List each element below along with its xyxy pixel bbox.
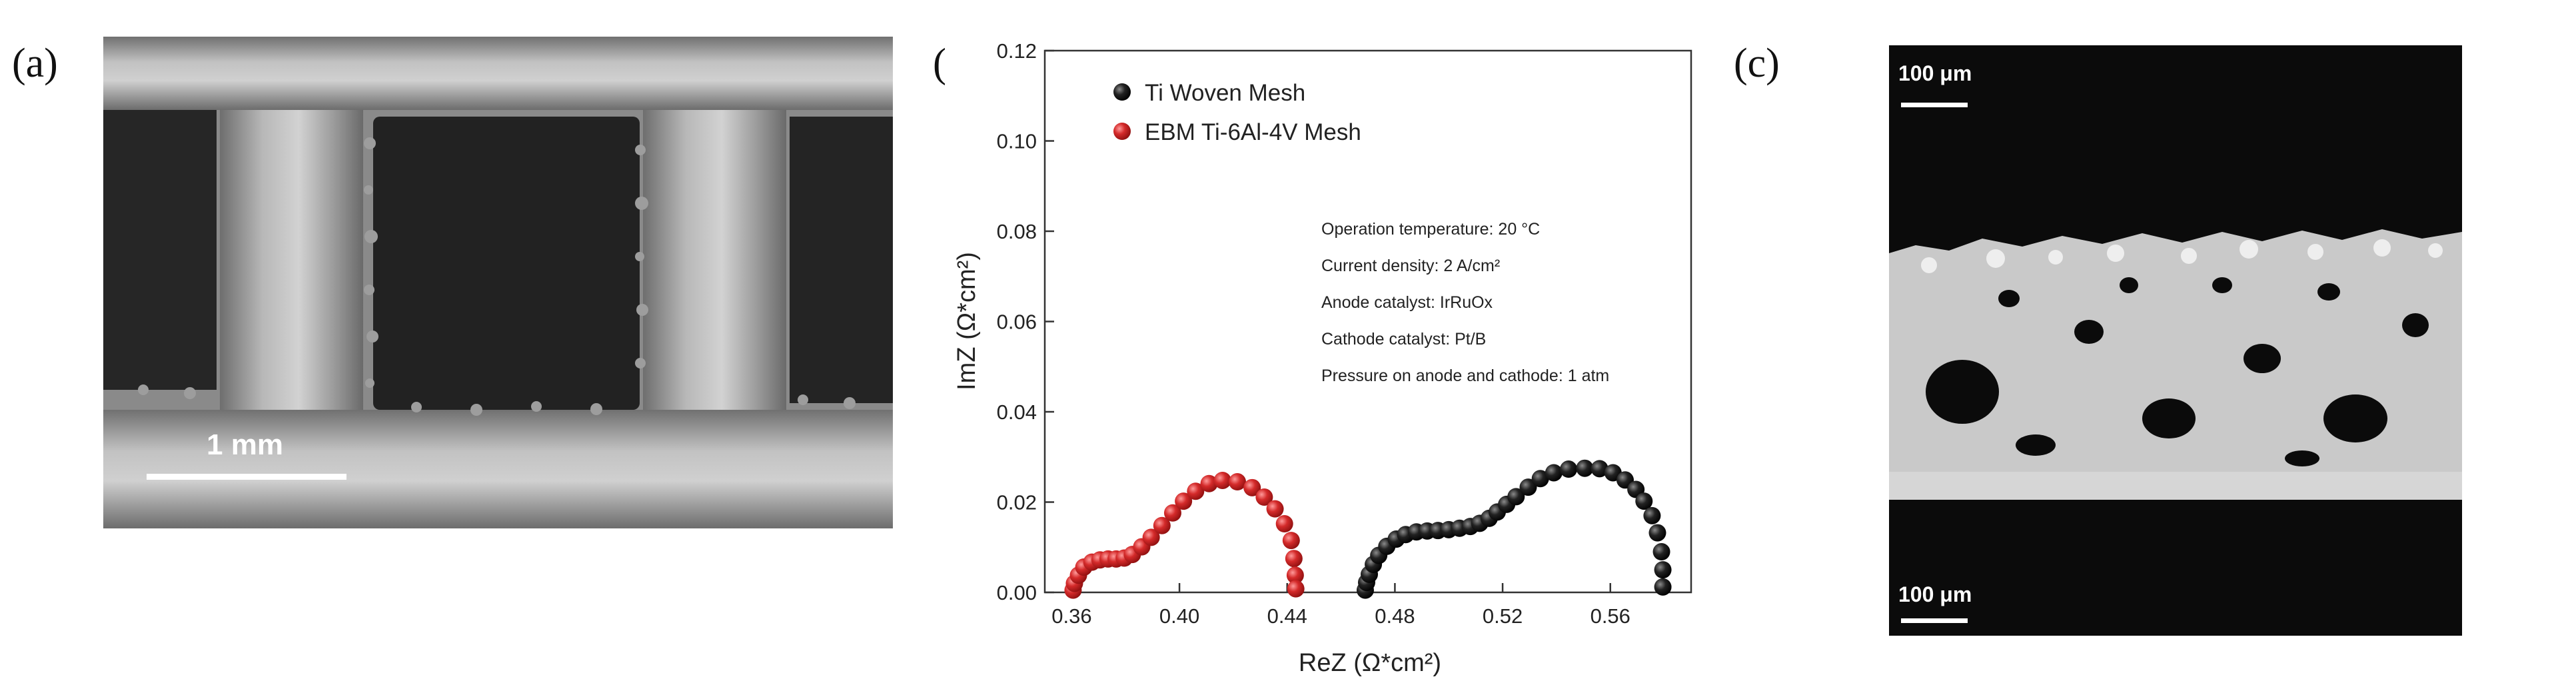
legend-marker-ebm-mesh <box>1113 123 1131 140</box>
annotation-pressure: Pressure on anode and cathode: 1 atm <box>1321 366 1609 385</box>
x-tick-label: 0.56 <box>1591 604 1630 628</box>
y-tick-label: 0.08 <box>997 220 1037 243</box>
data-point-ti-woven-mesh <box>1654 578 1672 596</box>
data-point-ebm-ti-6al-4v-mesh <box>1282 532 1300 550</box>
data-point-ti-woven-mesh <box>1654 561 1672 579</box>
y-tick-label: 0.12 <box>997 39 1037 63</box>
data-point-ebm-ti-6al-4v-mesh <box>1163 504 1181 522</box>
data-point-ebm-ti-6al-4v-mesh <box>1153 516 1171 534</box>
data-point-ti-woven-mesh <box>1576 459 1594 477</box>
data-point-ti-woven-mesh <box>1507 488 1525 506</box>
nyquist-chart-svg: 0.36 0.40 0.44 0.48 0.52 0.56 0.00 0.02 0.04 0.06… <box>953 39 1692 677</box>
sem-image-woven-mesh: 1 mm <box>103 37 893 528</box>
y-axis-title: ImZ (Ω*cm²) <box>953 252 981 390</box>
x-tick-label: 0.48 <box>1375 604 1415 628</box>
scale-label-c-top: 100 μm <box>1898 61 1972 85</box>
data-point-ti-woven-mesh <box>1635 492 1653 510</box>
data-point-ebm-ti-6al-4v-mesh <box>1285 550 1303 568</box>
data-point-ebm-ti-6al-4v-mesh <box>1200 474 1218 492</box>
scale-bar-c-bottom <box>1901 618 1968 623</box>
panel-label-c: (c) <box>1734 41 1780 86</box>
plot-frame <box>1043 49 1692 594</box>
data-point-ebm-ti-6al-4v-mesh <box>1275 515 1293 533</box>
x-axis-title: ReZ (Ω*cm²) <box>1299 649 1441 677</box>
annotation-cathode-catalyst: Cathode catalyst: Pt/B <box>1321 330 1486 348</box>
y-tick-label: 0.04 <box>997 400 1037 424</box>
data-point-ti-woven-mesh <box>1519 478 1537 496</box>
legend-label-ebm-mesh: EBM Ti-6Al-4V Mesh <box>1145 119 1361 145</box>
annotation-anode-catalyst: Anode catalyst: IrRuOx <box>1321 293 1493 312</box>
x-tick-label: 0.44 <box>1267 604 1307 628</box>
data-point-ebm-ti-6al-4v-mesh <box>1213 471 1231 489</box>
data-point-ti-woven-mesh <box>1531 470 1549 488</box>
scale-label-c-bottom: 100 μm <box>1898 582 1972 606</box>
y-tick-label: 0.00 <box>997 581 1037 604</box>
cross-section-micrograph <box>1889 45 2462 636</box>
y-tick-label: 0.06 <box>997 311 1037 334</box>
legend: Ti Woven Mesh EBM Ti-6Al-4V Mesh <box>1113 80 1361 145</box>
legend-marker-ti-woven-mesh <box>1113 83 1131 101</box>
y-tick-label: 0.10 <box>997 130 1037 153</box>
data-point-ti-woven-mesh <box>1591 460 1609 478</box>
nyquist-chart: 0.36 0.40 0.44 0.48 0.52 0.56 0.00 0.02 0.04 0.06… <box>945 35 1712 681</box>
data-point-ebm-ti-6al-4v-mesh <box>1142 528 1160 546</box>
data-point-ebm-ti-6al-4v-mesh <box>1266 500 1284 518</box>
data-point-ti-woven-mesh <box>1648 524 1666 542</box>
data-point-ebm-ti-6al-4v-mesh <box>1255 488 1273 506</box>
y-tick-label: 0.02 <box>997 491 1037 514</box>
scale-bar-c-top <box>1901 103 1968 107</box>
woven-mesh-micrograph <box>103 37 893 528</box>
annotation-temperature: Operation temperature: 20 °C <box>1321 220 1540 239</box>
data-point-ebm-ti-6al-4v-mesh <box>1243 478 1261 496</box>
data-point-ti-woven-mesh <box>1545 464 1563 482</box>
scale-label-a: 1 mm <box>207 428 283 461</box>
annotation-current-density: Current density: 2 A/cm² <box>1321 257 1500 275</box>
data-point-ebm-ti-6al-4v-mesh <box>1286 566 1304 584</box>
scale-bar-a <box>147 474 346 480</box>
data-point-ti-woven-mesh <box>1652 543 1670 561</box>
sem-image-cross-section: 100 μm 100 μm <box>1889 45 2462 636</box>
data-point-ti-woven-mesh <box>1643 506 1661 524</box>
data-point-ebm-ti-6al-4v-mesh <box>1287 580 1305 598</box>
x-tick-label: 0.40 <box>1159 604 1199 628</box>
panel-label-a: (a) <box>12 41 58 86</box>
data-point-ebm-ti-6al-4v-mesh <box>1228 473 1246 491</box>
legend-label-ti-woven-mesh: Ti Woven Mesh <box>1145 80 1305 106</box>
operating-conditions: Operation temperature: 20 °C Current den… <box>1321 220 1609 385</box>
data-point-ebm-ti-6al-4v-mesh <box>1187 482 1205 500</box>
x-tick-label: 0.52 <box>1483 604 1523 628</box>
data-point-ti-woven-mesh <box>1560 460 1578 478</box>
x-tick-label: 0.36 <box>1051 604 1091 628</box>
data-point-ebm-ti-6al-4v-mesh <box>1175 492 1193 510</box>
